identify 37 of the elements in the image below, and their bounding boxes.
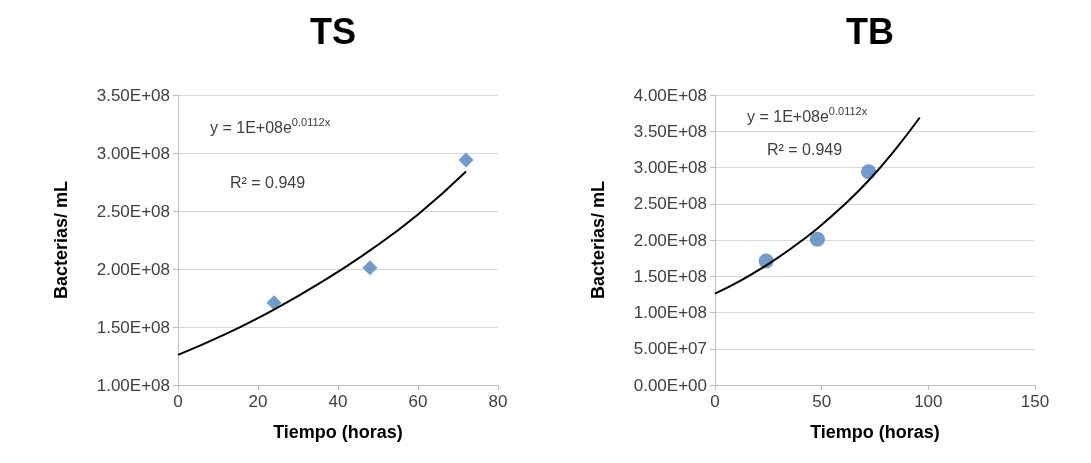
chart-title: TB (846, 10, 894, 52)
y-tick-label: 1.50E+08 (633, 266, 707, 286)
y-tick-label: 3.00E+08 (633, 158, 707, 177)
y-tick-label: 5.00E+07 (633, 339, 707, 359)
y-tick-label: 2.00E+08 (96, 259, 170, 279)
annotation: R² = 0.949 (230, 173, 306, 191)
y-axis-title: Bacterias/ mL (51, 180, 71, 300)
x-tick-label: 0 (173, 392, 183, 411)
point (809, 231, 825, 247)
y-tick-label: 2.00E+08 (633, 230, 707, 250)
y-tick-label: 2.50E+08 (633, 194, 707, 214)
y-tick-label: 3.00E+08 (96, 143, 170, 163)
y-tick-label: 1.00E+08 (633, 303, 707, 322)
y-tick-label: 3.50E+08 (633, 121, 707, 141)
annotation: R² = 0.949 (767, 140, 843, 158)
x-tick-label: 0 (710, 392, 720, 411)
x-axis-title: Tiempo (horas) (273, 422, 403, 442)
y-tick-label: 3.50E+08 (96, 85, 170, 105)
x-tick-label: 100 (914, 392, 943, 411)
chart-title: TS (309, 10, 357, 52)
point (266, 295, 282, 311)
y-axis-title: Bacterias/ mL (588, 180, 608, 300)
y-tick-label: 0.00E+00 (633, 375, 707, 395)
x-tick-label: 60 (408, 392, 428, 411)
x-tick-label: 150 (1020, 392, 1050, 411)
point (362, 260, 378, 276)
x-tick-label: 80 (488, 392, 508, 411)
y-tick-label: 2.50E+08 (96, 201, 170, 221)
x-axis-title: Tiempo (horas) (810, 422, 940, 442)
point (458, 152, 474, 168)
x-tick-label: 50 (812, 392, 832, 411)
x-tick-label: 40 (328, 392, 348, 411)
y-tick-label: 4.00E+08 (633, 85, 707, 105)
x-tick-label: 20 (248, 392, 268, 411)
line-series (177, 170, 467, 356)
y-tick-label: 1.50E+08 (96, 317, 170, 337)
y-tick-label: 1.00E+08 (96, 375, 170, 395)
